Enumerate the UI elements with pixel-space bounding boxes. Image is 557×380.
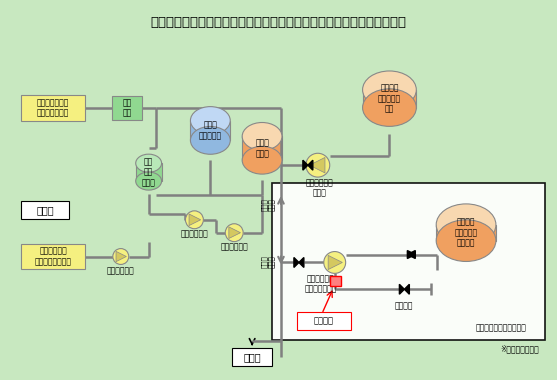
Text: １次冷却系より
（抽出ライン）: １次冷却系より （抽出ライン） xyxy=(37,98,69,117)
Text: ほう酸ポンプ: ほう酸ポンプ xyxy=(221,242,248,252)
Ellipse shape xyxy=(136,172,162,190)
Ellipse shape xyxy=(436,220,496,261)
Text: ほう酸濃縮液
ポンプ: ほう酸濃縮液 ポンプ xyxy=(306,178,334,198)
Ellipse shape xyxy=(242,146,282,174)
Text: （２号
機側）: （２号 機側） xyxy=(261,198,275,211)
Text: ※２号機側に設置: ※２号機側に設置 xyxy=(500,344,539,353)
Text: ほう酸濃
縮液タンク
（共用）: ほう酸濃 縮液タンク （共用） xyxy=(455,218,477,248)
Ellipse shape xyxy=(363,71,416,109)
Text: ほう酸混合器: ほう酸混合器 xyxy=(180,230,208,239)
Polygon shape xyxy=(299,258,304,268)
Ellipse shape xyxy=(436,204,496,245)
FancyBboxPatch shape xyxy=(190,120,230,140)
Text: ドレン弁: ドレン弁 xyxy=(395,301,414,310)
Ellipse shape xyxy=(363,89,416,127)
Circle shape xyxy=(306,153,330,177)
Text: ほう酸
タンク: ほう酸 タンク xyxy=(255,139,269,158)
Text: ほう酸濃
縮液タンク
２号: ほう酸濃 縮液タンク ２号 xyxy=(378,84,401,114)
Polygon shape xyxy=(404,284,409,294)
FancyBboxPatch shape xyxy=(21,244,85,269)
Polygon shape xyxy=(303,160,308,170)
FancyBboxPatch shape xyxy=(242,136,282,160)
Text: （１，２号機共用設備）: （１，２号機共用設備） xyxy=(476,323,527,332)
Polygon shape xyxy=(294,258,299,268)
Text: （１号
機側）: （１号 機側） xyxy=(261,255,275,268)
Text: ほう酸濃縮液
ポンプ（共用）: ほう酸濃縮液 ポンプ（共用） xyxy=(305,274,337,294)
Circle shape xyxy=(113,249,129,264)
Text: 体積
制御
タンク: 体積 制御 タンク xyxy=(141,157,155,187)
FancyBboxPatch shape xyxy=(297,312,351,330)
Polygon shape xyxy=(229,227,241,239)
Ellipse shape xyxy=(242,122,282,150)
FancyBboxPatch shape xyxy=(436,225,496,241)
Text: 充てんポンプ: 充てんポンプ xyxy=(107,266,135,276)
FancyBboxPatch shape xyxy=(272,183,545,340)
Polygon shape xyxy=(310,157,325,173)
FancyBboxPatch shape xyxy=(21,95,85,120)
Text: 伊方発電所　ほう酸濃縮液ポンプ（１、２号機共用）まわり概略系統図: 伊方発電所 ほう酸濃縮液ポンプ（１、２号機共用）まわり概略系統図 xyxy=(150,16,406,29)
FancyBboxPatch shape xyxy=(112,96,141,120)
Text: １次系
純水タンク: １次系 純水タンク xyxy=(199,121,222,140)
Polygon shape xyxy=(407,250,416,258)
FancyBboxPatch shape xyxy=(232,348,272,366)
Polygon shape xyxy=(189,214,201,226)
Polygon shape xyxy=(399,284,404,294)
Polygon shape xyxy=(328,255,343,269)
Ellipse shape xyxy=(190,107,230,135)
FancyBboxPatch shape xyxy=(21,201,69,219)
FancyBboxPatch shape xyxy=(136,163,162,181)
Circle shape xyxy=(324,252,346,273)
Polygon shape xyxy=(116,251,126,262)
Ellipse shape xyxy=(190,127,230,154)
Text: １次冷却系へ
（充てんライン）: １次冷却系へ （充てんライン） xyxy=(35,247,72,266)
Text: 当該箇所: 当該箇所 xyxy=(314,317,334,326)
FancyBboxPatch shape xyxy=(330,276,341,286)
Text: 浄化
装置: 浄化 装置 xyxy=(122,98,131,117)
Polygon shape xyxy=(308,160,313,170)
Circle shape xyxy=(185,211,203,229)
Ellipse shape xyxy=(136,154,162,172)
Text: １号機: １号機 xyxy=(243,352,261,362)
Polygon shape xyxy=(407,250,416,258)
Circle shape xyxy=(225,224,243,242)
Text: ２号機: ２号機 xyxy=(36,205,54,215)
FancyBboxPatch shape xyxy=(363,90,416,108)
